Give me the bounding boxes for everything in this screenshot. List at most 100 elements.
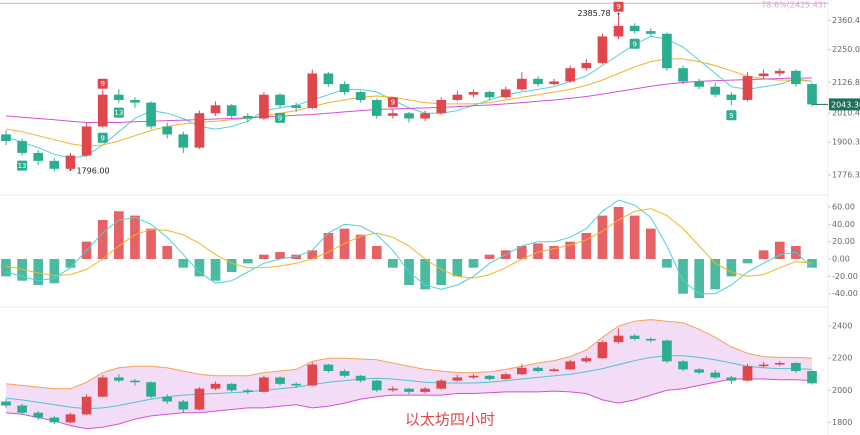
macd-bar (210, 259, 221, 281)
macd-bar (97, 219, 108, 260)
macd-bar (565, 241, 576, 260)
mini-candle-body (436, 380, 447, 389)
mini-candle-body (484, 375, 495, 380)
mini-candle-body (774, 362, 785, 365)
td-marker (97, 78, 108, 89)
last-price-label: 2043.30 (831, 100, 860, 109)
candle-body (1, 134, 11, 142)
macd-bar (517, 245, 527, 260)
candle-body (162, 126, 173, 135)
middle-band (5, 355, 813, 410)
mini-candle-body (210, 383, 221, 389)
td-marker (113, 107, 124, 118)
mini-candle-body (581, 358, 592, 362)
macd-bar (420, 259, 430, 290)
price-label: 2385.78 (577, 9, 610, 18)
candle-body (242, 115, 253, 119)
macd-bar (49, 259, 60, 284)
y-tick-label: 2250.08 (832, 45, 860, 54)
mini-candle-body (33, 412, 44, 418)
candle-body (259, 94, 269, 119)
moving-average (5, 58, 813, 147)
td-marker (613, 1, 624, 12)
mini-candle-body (420, 388, 430, 392)
candle-body (484, 92, 495, 98)
mini-candle-body (339, 371, 350, 376)
macd-bar (355, 234, 366, 260)
y-tick-label: 2000 (832, 386, 852, 395)
mini-candle-body (130, 380, 140, 383)
td-marker (726, 110, 737, 121)
td-marker-label: 9 (632, 40, 636, 48)
candle-body (178, 134, 189, 148)
y-tick-label: 2126.88 (832, 78, 860, 87)
macd-bar (774, 241, 785, 260)
candle-body (742, 76, 753, 100)
mini-candle-body (388, 388, 398, 391)
candle-body (645, 31, 656, 34)
macd-bar (613, 206, 624, 260)
y-tick-label: -40.00 (832, 289, 858, 298)
y-tick-label: 2200 (832, 354, 852, 363)
mini-candle-body (146, 382, 156, 397)
macd-bar (178, 259, 189, 268)
macd-bar (114, 211, 124, 260)
mini-candle-body (49, 417, 60, 423)
mini-candle-body (97, 377, 108, 397)
candle-body (404, 113, 414, 119)
mini-candle-body (355, 375, 366, 381)
td-marker-label: 9 (100, 134, 104, 142)
mini-candle-body (662, 340, 672, 362)
mini-candle-body (114, 377, 124, 381)
candle-body (81, 126, 92, 156)
candle-body (549, 81, 559, 85)
macd-bar (662, 259, 672, 268)
fib-label: 78.6%(2425.43) (761, 1, 826, 10)
candle-body (339, 84, 350, 93)
candle-body (146, 102, 156, 127)
candle-body (678, 68, 688, 82)
td-marker (17, 160, 28, 171)
macd-bar (162, 245, 173, 260)
y-tick-label: 2360.41 (832, 16, 860, 25)
mini-candle-body (500, 374, 511, 380)
candle-body (500, 89, 511, 98)
macd-bar (742, 259, 753, 264)
mini-candle-body (242, 390, 253, 392)
candle-body (49, 160, 60, 169)
candle-body (275, 94, 285, 106)
mini-candle-body (645, 338, 656, 341)
candle-body (452, 94, 463, 100)
candle-body (323, 73, 334, 85)
candle-body (629, 25, 640, 32)
mini-candle-body (678, 361, 688, 370)
mini-candle-body (307, 364, 318, 386)
chart-title: 以太坊四小时 (405, 411, 495, 429)
mini-candle-body (162, 396, 173, 402)
td-marker (275, 112, 286, 123)
mini-candle-body (226, 383, 237, 391)
macd-bar (130, 215, 140, 260)
macd-bar (436, 259, 447, 286)
mini-candle-body (178, 401, 189, 410)
td-marker-label: 9 (100, 80, 104, 88)
candle-body (758, 73, 769, 77)
mini-candle-body (17, 405, 27, 413)
macd-bar (452, 259, 463, 277)
candle-body (355, 92, 366, 100)
candle-body (533, 78, 543, 85)
candle-body (17, 141, 27, 153)
mini-candle-body (291, 383, 301, 386)
macd-bar (194, 259, 205, 277)
macd-bar (597, 215, 608, 260)
macd-bar (484, 254, 495, 260)
mini-candle-body (194, 388, 205, 410)
td-marker-label: 9 (278, 114, 282, 122)
last-price-box (829, 98, 860, 111)
candle-body (662, 33, 672, 69)
candle-body (388, 113, 398, 116)
macd-bar (694, 259, 704, 299)
mini-candle-body (404, 388, 414, 392)
mini-candle-body (533, 367, 543, 371)
y-tick-label: 1900.35 (832, 138, 860, 147)
